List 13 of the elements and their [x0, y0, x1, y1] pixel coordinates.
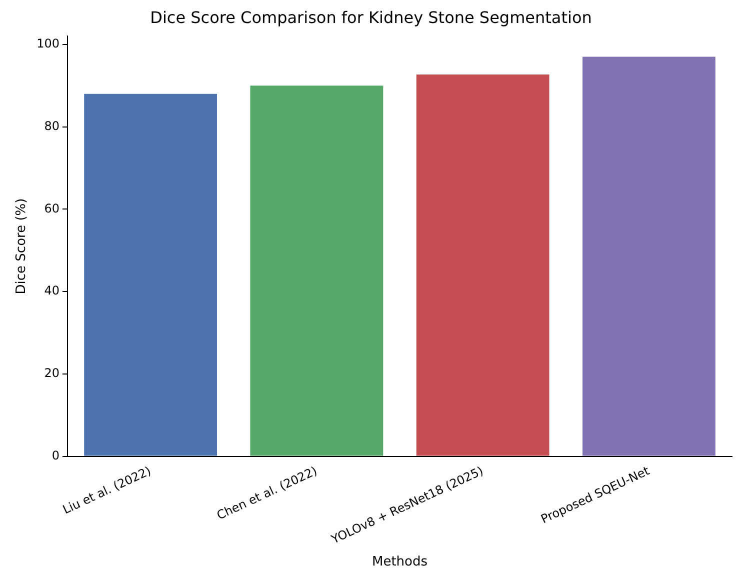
- bar: [582, 56, 716, 456]
- y-tick-label: 60: [44, 201, 60, 216]
- y-tick-label: 0: [52, 448, 60, 462]
- y-axis-title: Dice Score (%): [14, 198, 30, 294]
- y-tick-label: 20: [44, 366, 60, 380]
- y-tick-label: 40: [44, 284, 60, 298]
- x-axis-title: Methods: [372, 554, 428, 570]
- y-tick-label: 100: [36, 36, 60, 51]
- bar: [416, 74, 550, 456]
- bar: [84, 94, 218, 456]
- chart-title: Dice Score Comparison for Kidney Stone Segmentation: [150, 8, 592, 27]
- y-tick-label: 80: [44, 118, 60, 133]
- bar: [250, 86, 384, 456]
